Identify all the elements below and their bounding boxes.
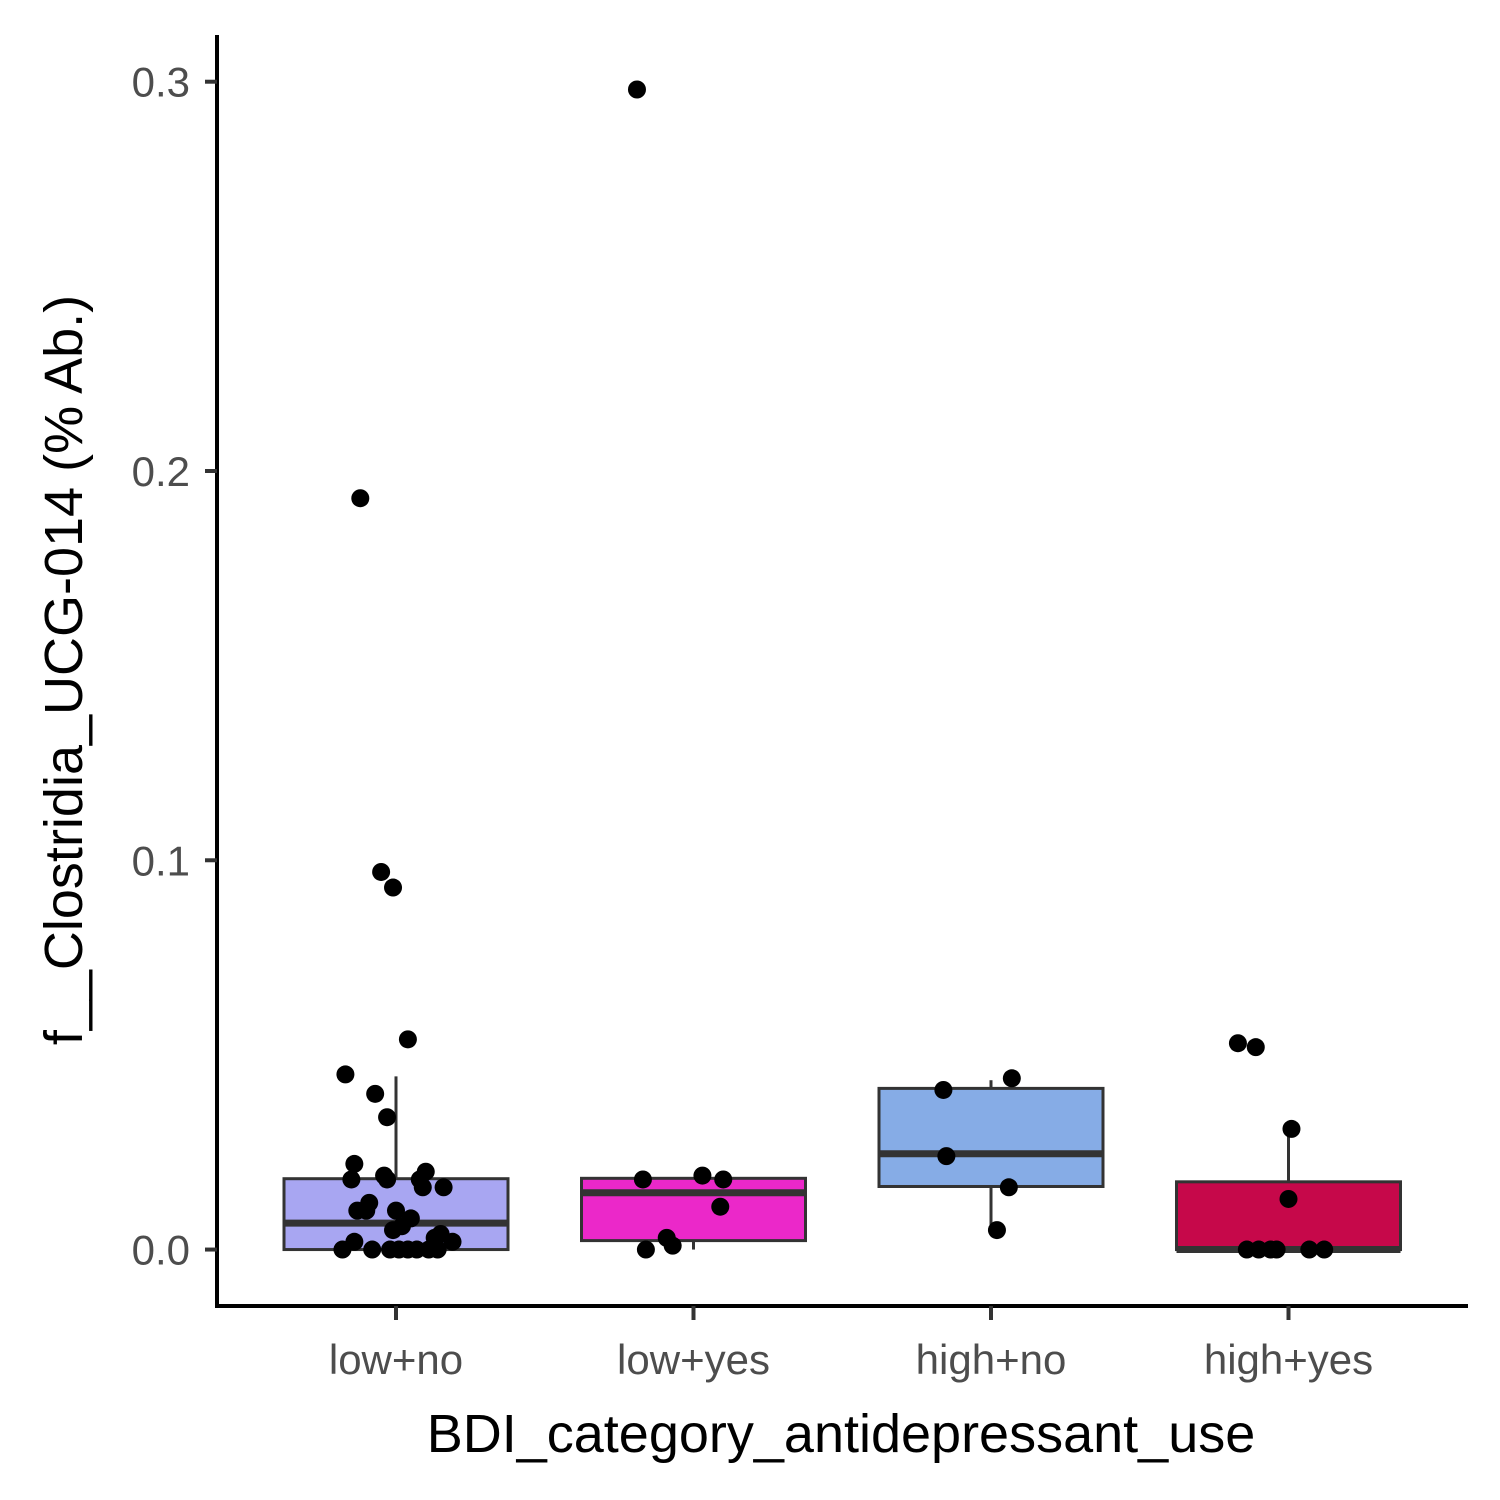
data-point xyxy=(711,1197,730,1216)
y-tick-label: 0.2 xyxy=(132,448,190,495)
x-tick-label: low+yes xyxy=(617,1336,770,1383)
data-point xyxy=(333,1240,352,1259)
data-point xyxy=(384,878,403,897)
data-point xyxy=(714,1170,733,1189)
box-body xyxy=(877,1086,1105,1188)
y-tick-label: 0.0 xyxy=(132,1227,190,1274)
box-body xyxy=(580,1176,807,1243)
data-point xyxy=(937,1147,956,1166)
x-tick-label: high+no xyxy=(916,1336,1067,1383)
data-point xyxy=(1315,1240,1334,1259)
data-point xyxy=(378,1108,397,1127)
data-point xyxy=(1300,1240,1319,1259)
box-low-yes xyxy=(580,1176,807,1250)
y-tick-label: 0.3 xyxy=(132,59,190,106)
data-point xyxy=(384,1221,403,1240)
data-point xyxy=(934,1080,953,1099)
data-point xyxy=(1267,1240,1286,1259)
data-point xyxy=(987,1221,1006,1240)
data-point xyxy=(636,1240,655,1259)
x-axis-title: BDI_category_antidepressant_use xyxy=(427,1404,1256,1464)
data-point xyxy=(336,1065,355,1084)
data-point xyxy=(633,1170,652,1189)
x-tick-label: high+yes xyxy=(1204,1336,1373,1383)
data-point xyxy=(443,1232,462,1251)
data-point xyxy=(1002,1069,1021,1088)
axes-layer xyxy=(215,35,1468,1308)
box-high-yes xyxy=(1175,1127,1402,1254)
y-ticks-layer: 0.0 0.1 0.2 0.3 xyxy=(132,59,217,1274)
data-point xyxy=(1246,1038,1265,1057)
data-point xyxy=(363,1240,382,1259)
data-point xyxy=(387,1201,405,1220)
boxes-layer xyxy=(282,1076,1402,1254)
data-point xyxy=(627,80,646,99)
points-layer xyxy=(333,80,1334,1259)
data-point xyxy=(372,862,391,881)
data-point xyxy=(428,1240,447,1259)
data-point xyxy=(357,1201,376,1220)
data-point xyxy=(378,1170,397,1189)
data-point xyxy=(999,1178,1018,1197)
data-point xyxy=(434,1178,453,1197)
x-ticks-layer: low+no low+yes high+no high+yes xyxy=(329,1306,1373,1383)
data-point xyxy=(663,1236,682,1255)
y-axis-title: f__Clostridia_UCG-014 (% Ab.) xyxy=(34,295,94,1045)
data-point xyxy=(413,1178,432,1197)
data-point xyxy=(398,1030,417,1049)
x-tick-label: low+no xyxy=(329,1336,463,1383)
data-point xyxy=(693,1166,712,1185)
data-point xyxy=(1228,1034,1247,1053)
data-point xyxy=(1282,1119,1301,1138)
data-point xyxy=(366,1084,385,1103)
data-point xyxy=(351,489,370,508)
data-point xyxy=(1279,1189,1298,1208)
box-high-no xyxy=(877,1080,1105,1231)
data-point xyxy=(345,1154,364,1173)
data-point xyxy=(342,1170,361,1189)
y-tick-label: 0.1 xyxy=(132,837,190,884)
